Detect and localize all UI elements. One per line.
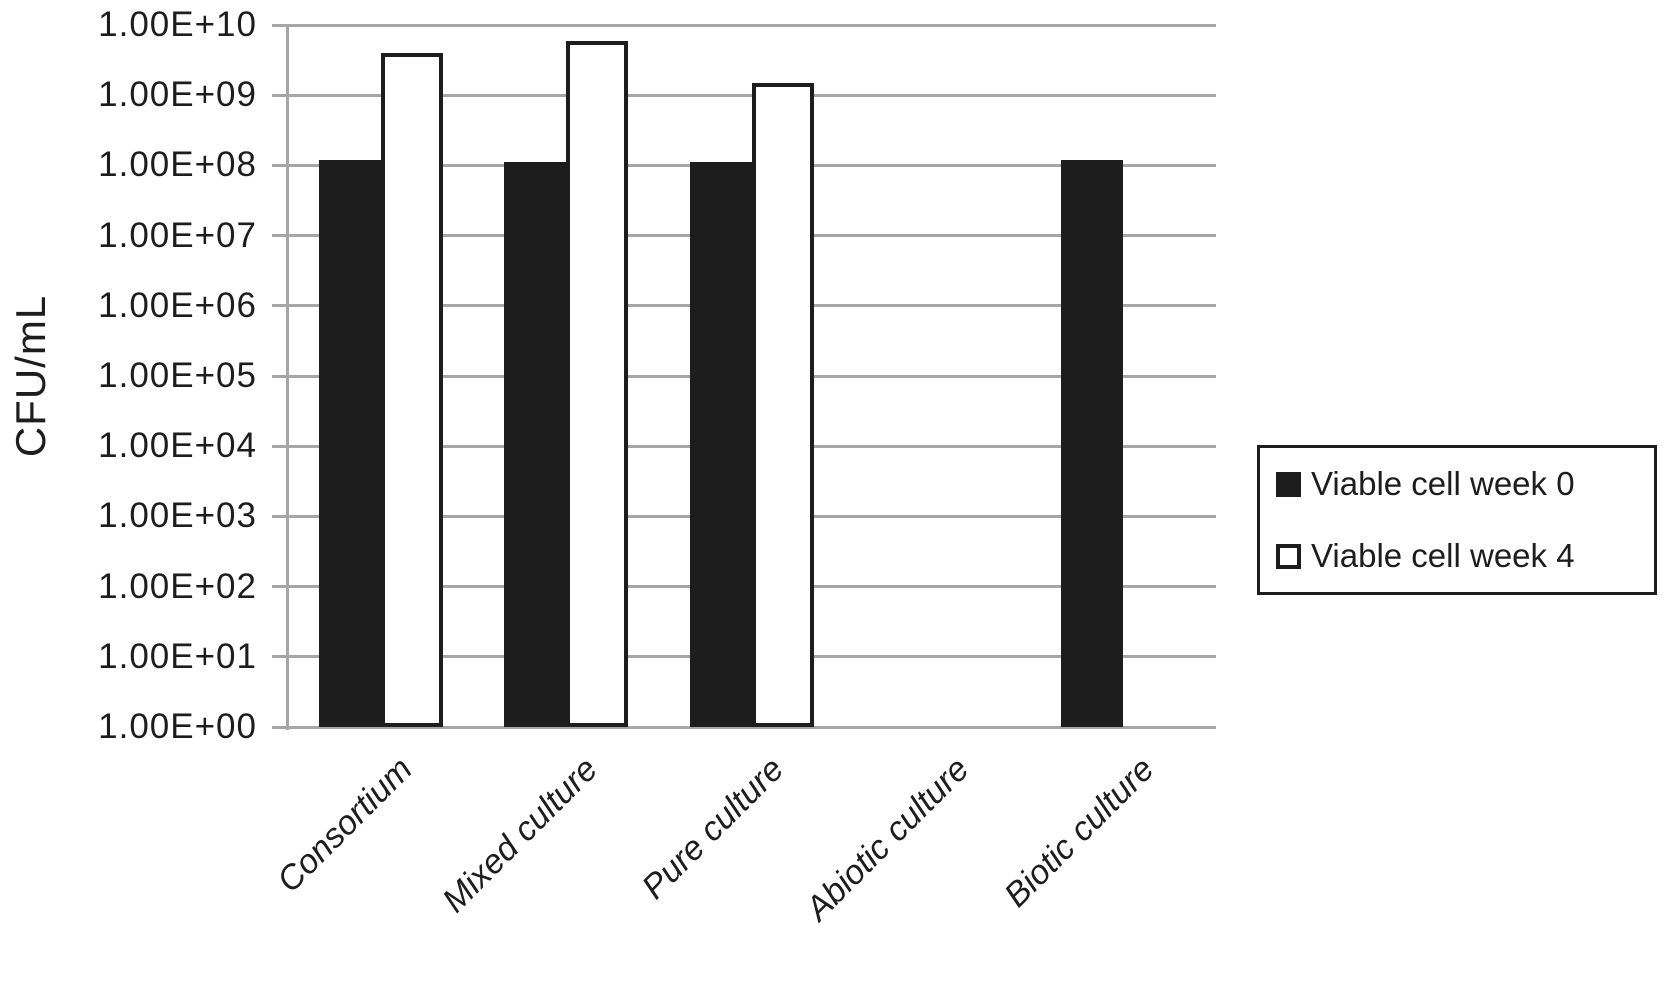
y-tick-label: 1.00E+07 (98, 216, 257, 255)
y-tick-label: 1.00E+08 (98, 145, 257, 184)
x-category-label-abiotic-culture: Abiotic culture (798, 750, 977, 928)
y-axis-line (286, 25, 289, 730)
legend-label-week4: Viable cell week 4 (1311, 537, 1575, 574)
y-axis-title-wrap: CFU/mL (0, 25, 62, 727)
x-category-label-pure-culture: Pure culture (634, 750, 791, 907)
x-category-label-consortium: Consortium (270, 750, 420, 900)
y-tick-label: 1.00E+02 (98, 567, 257, 606)
legend-swatch-open-icon (1276, 543, 1301, 569)
y-tick-label: 1.00E+06 (98, 286, 257, 325)
legend-label-week0: Viable cell week 0 (1311, 465, 1575, 502)
gridline (272, 726, 1216, 729)
y-tick-label: 1.00E+03 (98, 496, 257, 535)
bar-week0-biotic-culture (1061, 160, 1123, 727)
bar-week4-consortium (381, 53, 443, 727)
x-category-label-mixed-culture: Mixed culture (435, 750, 605, 920)
y-tick-label: 1.00E+00 (98, 707, 257, 746)
plot-area (288, 25, 1216, 727)
bar-week0-pure-culture (690, 162, 752, 727)
bar-week4-pure-culture (752, 83, 814, 727)
y-tick-label: 1.00E+04 (98, 426, 257, 465)
bar-week4-mixed-culture (566, 41, 628, 727)
legend-item-week4: Viable cell week 4 (1276, 537, 1654, 575)
y-axis-title: CFU/mL (7, 294, 54, 458)
bar-week0-mixed-culture (504, 162, 566, 727)
y-tick-label: 1.00E+10 (98, 5, 257, 44)
gridline (272, 94, 1216, 97)
y-tick-label: 1.00E+09 (98, 75, 257, 114)
gridline (272, 24, 1216, 27)
y-tick-label: 1.00E+05 (98, 356, 257, 395)
x-category-label-biotic-culture: Biotic culture (997, 750, 1162, 915)
y-tick-label: 1.00E+01 (98, 637, 257, 676)
legend-item-week0: Viable cell week 0 (1276, 465, 1654, 503)
legend-swatch-filled-icon (1276, 471, 1301, 497)
bar-week0-consortium (319, 160, 381, 727)
legend: Viable cell week 0 Viable cell week 4 (1257, 445, 1657, 595)
